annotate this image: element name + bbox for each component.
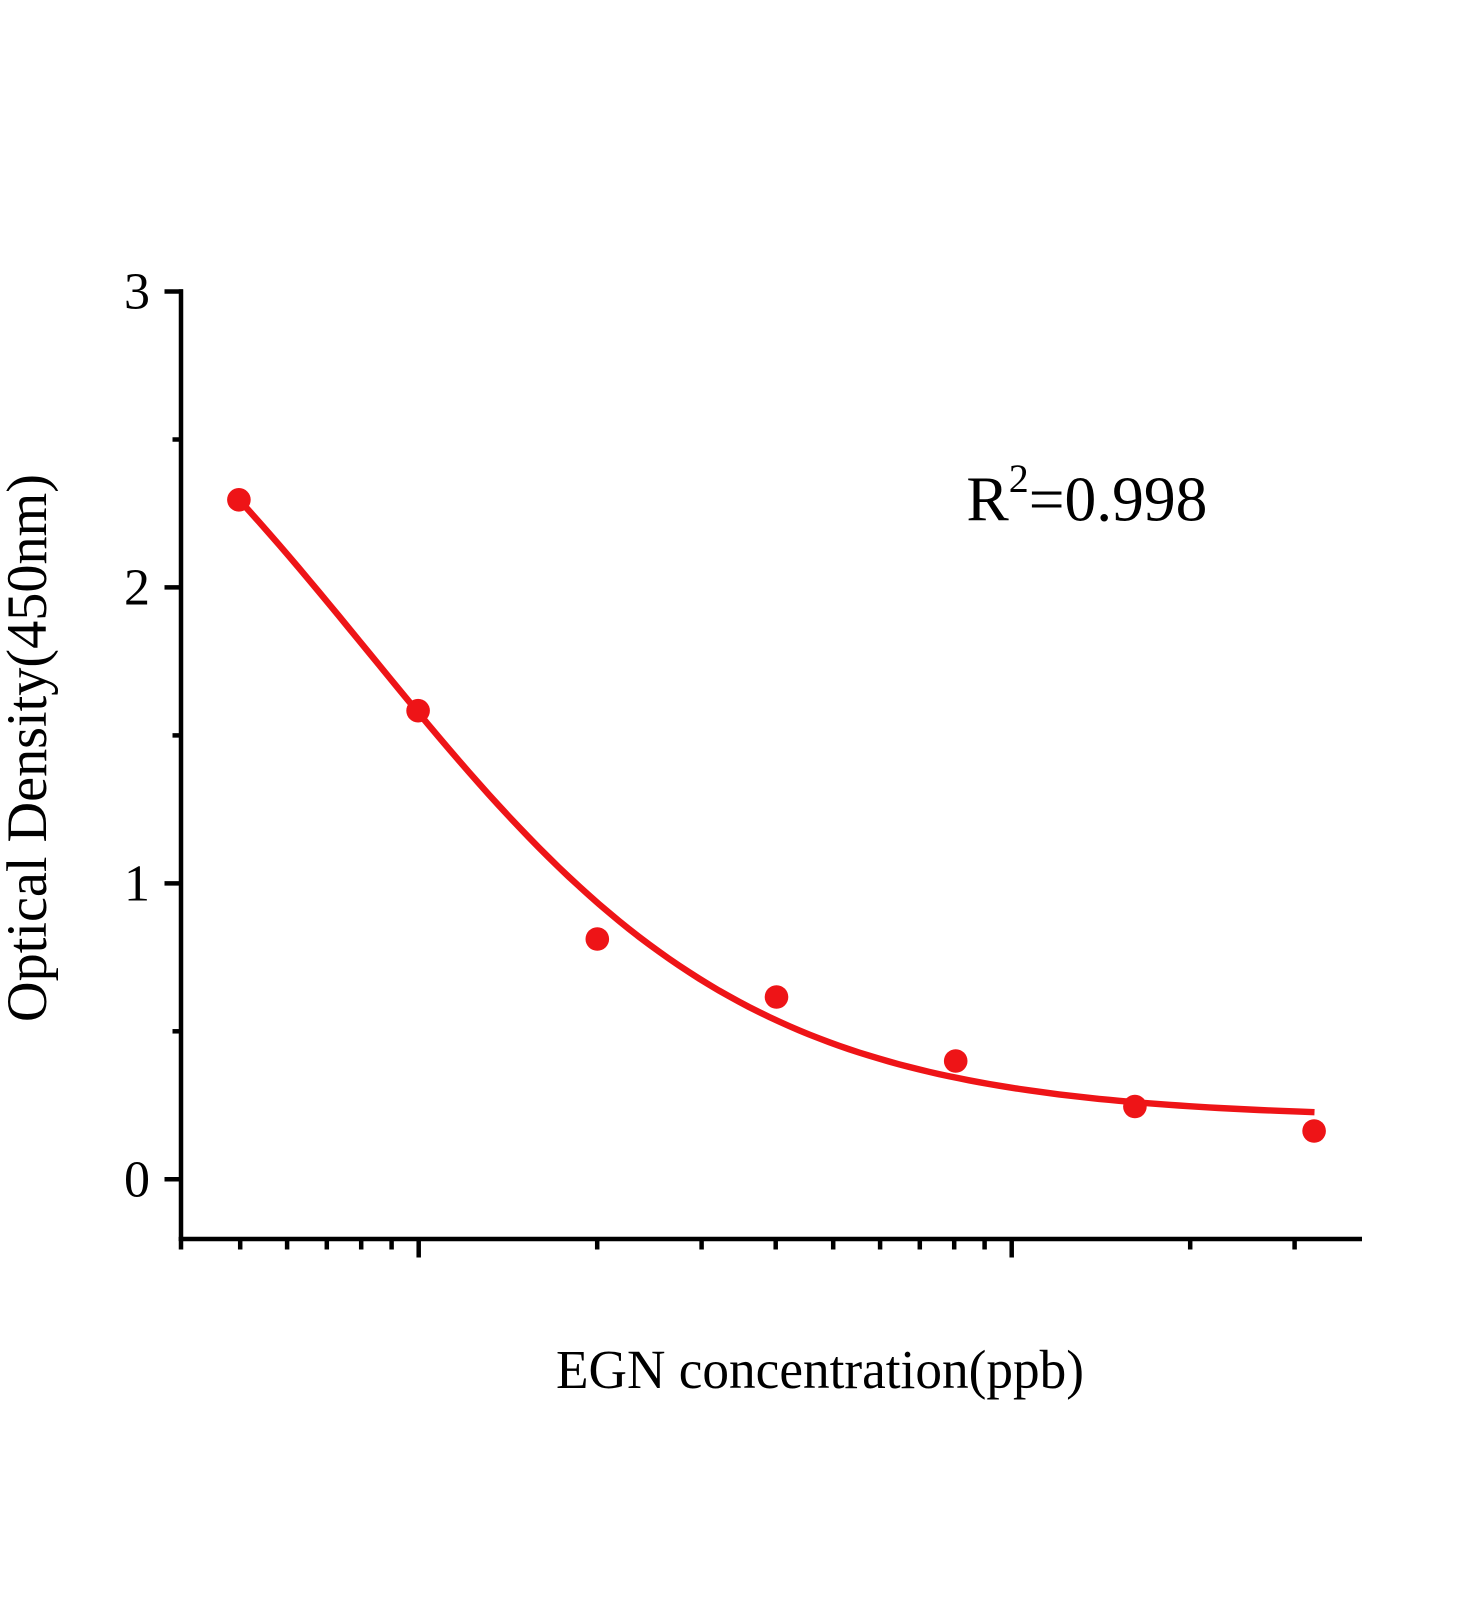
svg-text:R2=0.998: R2=0.998 [966,456,1207,534]
svg-text:1: 1 [124,856,150,913]
svg-text:0: 0 [124,1151,150,1208]
svg-text:Optical Density(450nm): Optical Density(450nm) [0,474,59,1022]
svg-text:3: 3 [124,264,150,321]
svg-text:2: 2 [124,560,150,617]
svg-text:EGN concentration(ppb): EGN concentration(ppb) [556,1339,1084,1400]
